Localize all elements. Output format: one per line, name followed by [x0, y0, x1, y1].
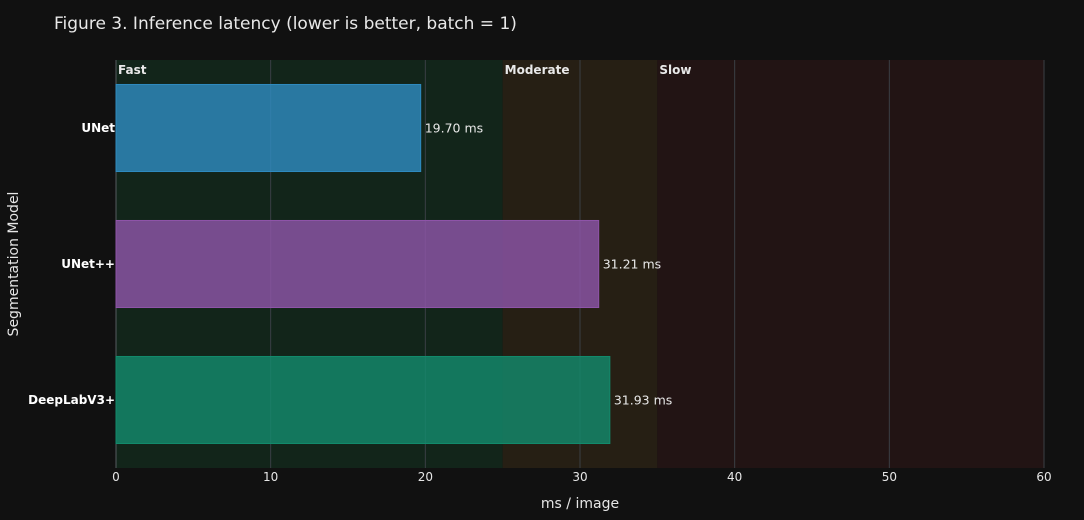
- x-tick-label: 0: [112, 470, 120, 484]
- x-axis-ticks: 0 10 20 30 40 50 60: [112, 470, 1051, 484]
- x-tick-label: 60: [1036, 470, 1051, 484]
- zone-labels: Fast Moderate Slow: [118, 63, 691, 77]
- x-axis-title: ms / image: [541, 496, 619, 512]
- bars: [115, 83, 611, 445]
- data-labels: 19.70 ms 31.21 ms 31.93 ms: [425, 121, 673, 408]
- bar: [115, 355, 611, 445]
- x-tick-label: 50: [882, 470, 897, 484]
- category-label: DeepLabV3+: [28, 393, 115, 407]
- chart-title: Figure 3. Inference latency (lower is be…: [54, 14, 517, 34]
- x-tick-label: 30: [572, 470, 587, 484]
- y-axis-title: Segmentation Model: [6, 192, 22, 337]
- data-label: 31.93 ms: [614, 393, 672, 408]
- zone-label-slow: Slow: [659, 63, 691, 77]
- zone-band-slow: [657, 60, 1044, 468]
- bar: [115, 219, 600, 309]
- zone-label-fast: Fast: [118, 63, 147, 77]
- data-label: 19.70 ms: [425, 121, 483, 136]
- data-label: 31.21 ms: [603, 257, 661, 272]
- bar: [115, 83, 422, 173]
- x-tick-label: 40: [727, 470, 742, 484]
- x-tick-label: 10: [263, 470, 278, 484]
- category-label: UNet: [81, 121, 115, 135]
- y-axis-categories: UNet UNet++ DeepLabV3+: [28, 121, 115, 407]
- x-tick-label: 20: [418, 470, 433, 484]
- category-label: UNet++: [61, 257, 115, 271]
- zone-label-moderate: Moderate: [505, 63, 570, 77]
